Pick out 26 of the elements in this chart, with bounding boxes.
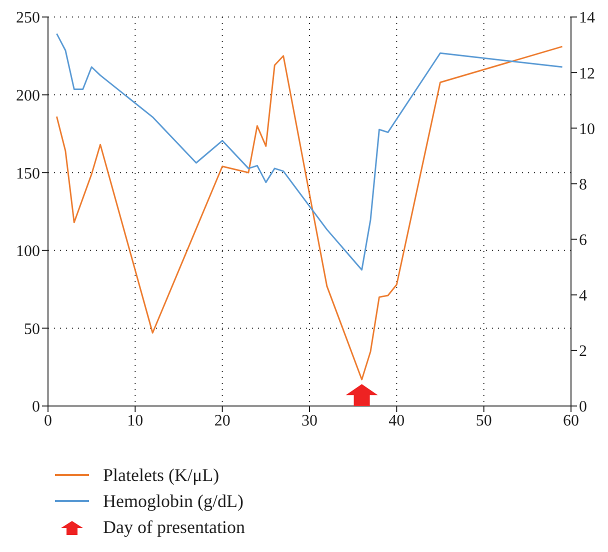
y2-tick-label: 4 bbox=[579, 288, 587, 305]
x-tick-label: 60 bbox=[563, 412, 579, 430]
x-tick-label: 0 bbox=[44, 412, 52, 430]
y-tick-label: 100 bbox=[16, 243, 40, 260]
x-tick-label: 50 bbox=[476, 412, 492, 430]
line-series bbox=[56, 32, 564, 271]
legend-label: Day of presentation bbox=[103, 516, 245, 539]
y-tick-label: 150 bbox=[16, 165, 40, 182]
line-series bbox=[56, 46, 564, 380]
x-tick-label: 20 bbox=[214, 412, 230, 430]
x-tick-label: 40 bbox=[388, 412, 405, 430]
y2-tick-label: 10 bbox=[579, 120, 595, 138]
y-tick-label: 250 bbox=[16, 10, 40, 27]
y2-tick-label: 8 bbox=[579, 176, 587, 194]
x-tick-label: 30 bbox=[302, 412, 318, 430]
y-tick-label: 200 bbox=[16, 87, 40, 104]
legend-label: Hemoglobin (g/dL) bbox=[103, 490, 244, 513]
x-tick-label: 10 bbox=[127, 412, 144, 430]
y2-tick-label: 12 bbox=[579, 65, 595, 82]
y2-tick-label: 6 bbox=[579, 232, 587, 249]
y2-tick-label: 2 bbox=[579, 343, 587, 360]
y-tick-label: 0 bbox=[32, 398, 40, 416]
y-tick-label: 50 bbox=[24, 320, 40, 338]
legend-label: Platelets (K/μL) bbox=[103, 464, 220, 487]
y2-tick-label: 14 bbox=[579, 10, 595, 27]
y2-tick-label: 0 bbox=[579, 398, 587, 416]
